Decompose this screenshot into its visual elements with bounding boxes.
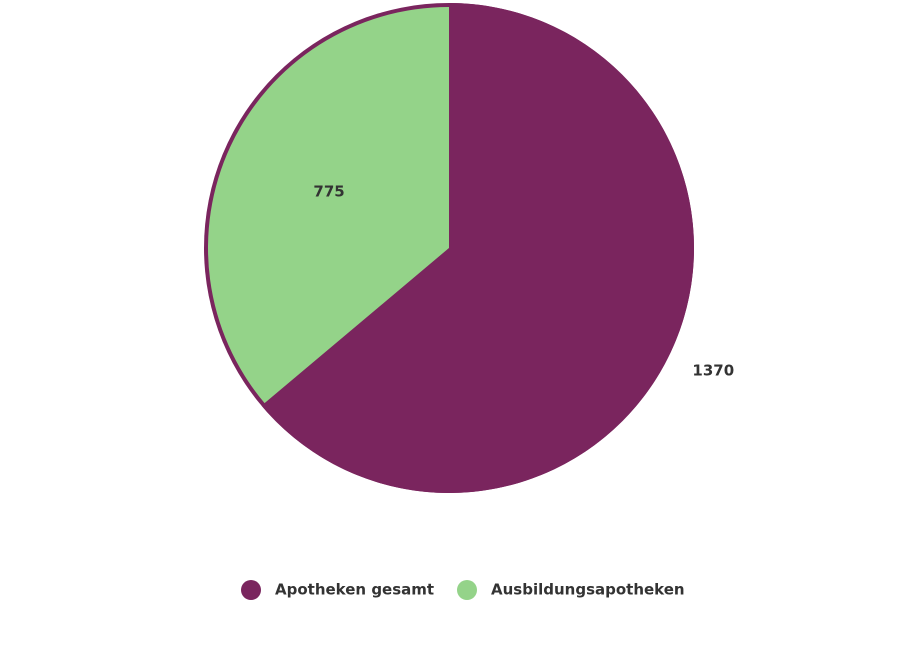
data-label: 775: [313, 183, 344, 201]
data-label: 1370: [692, 362, 734, 380]
legend-swatch: [241, 580, 261, 600]
legend-label: Ausbildungsapotheken: [491, 581, 685, 599]
legend-swatch: [457, 580, 477, 600]
pie-slice: [261, 3, 694, 494]
pie-slice: [208, 7, 449, 404]
legend-label: Apotheken gesamt: [275, 581, 434, 599]
